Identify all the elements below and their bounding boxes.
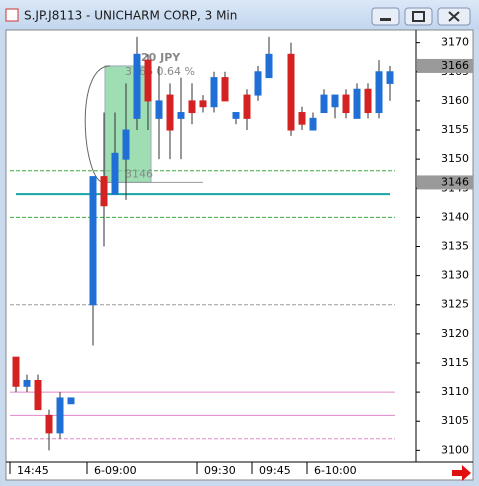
price-label: 3166 <box>441 59 469 72</box>
candle-body <box>386 71 394 84</box>
candle-body <box>89 176 97 306</box>
y-tick-label: 3150 <box>441 152 469 165</box>
candle-body <box>111 152 119 195</box>
candle-body <box>375 71 383 114</box>
candle-body <box>331 94 339 108</box>
window-title: S.JP.J8113 - UNICHARM CORP, 3 Min <box>24 9 237 23</box>
price-label-box <box>417 175 473 190</box>
candle-body <box>23 379 31 387</box>
candle-body <box>199 100 207 108</box>
candle-body <box>56 397 64 434</box>
chart-panel <box>5 29 474 481</box>
minimize-icon <box>380 18 391 21</box>
candle-body <box>309 117 317 131</box>
price-label: 3146 <box>441 175 469 188</box>
y-tick-label: 3125 <box>441 298 469 311</box>
y-tick-label: 3140 <box>441 210 469 223</box>
candle-body <box>144 59 152 102</box>
x-tick-label: 6-10:00 <box>314 464 357 477</box>
candle-body <box>177 112 185 119</box>
y-tick-label: 3135 <box>441 240 469 253</box>
candle-body <box>210 77 218 108</box>
candle-body <box>298 112 306 125</box>
candle-body <box>67 397 75 405</box>
y-tick-label: 3130 <box>441 269 469 282</box>
candle-body <box>133 53 141 119</box>
close-icon <box>448 11 460 22</box>
measure-arc <box>84 65 111 183</box>
x-tick-label: 6-09:00 <box>94 464 137 477</box>
y-tick-label: 3170 <box>441 36 469 49</box>
app-icon <box>5 8 19 22</box>
y-tick-label: 3105 <box>441 414 469 427</box>
y-tick-label: 3120 <box>441 327 469 340</box>
y-tick-label: 3100 <box>441 443 469 456</box>
y-tick-label: 3110 <box>441 385 469 398</box>
measure-label: 3166 0.64 % <box>125 65 195 78</box>
candle-body <box>155 100 163 119</box>
y-tick-label: 3155 <box>441 123 469 136</box>
candle-body <box>221 77 229 102</box>
candle-body <box>100 176 108 207</box>
y-tick-label: 3160 <box>441 94 469 107</box>
candle-body <box>232 112 240 119</box>
x-tick-label: 09:30 <box>204 464 236 477</box>
candle-body <box>353 88 361 119</box>
candle-body <box>254 71 262 96</box>
candle-body <box>45 414 53 434</box>
candle-body <box>166 94 174 131</box>
minimize-button[interactable] <box>371 7 400 26</box>
candle-body <box>34 379 42 411</box>
x-tick-label: 14:45 <box>17 464 49 477</box>
candle-body <box>188 100 196 114</box>
maximize-icon <box>412 11 425 22</box>
candle-body <box>243 94 251 119</box>
candle-body <box>364 88 372 114</box>
candle-body <box>287 53 295 131</box>
candle-body <box>342 94 350 114</box>
scroll-arrow[interactable] <box>452 465 471 481</box>
x-tick-label: 09:45 <box>259 464 291 477</box>
measure-label: 3146 <box>125 167 153 180</box>
y-tick-label: 3115 <box>441 356 469 369</box>
candle-body <box>12 356 20 387</box>
candle-body <box>320 94 328 114</box>
maximize-button[interactable] <box>404 7 433 26</box>
candle-body <box>265 53 273 79</box>
price-label-box <box>417 58 473 73</box>
candle-body <box>122 129 130 160</box>
